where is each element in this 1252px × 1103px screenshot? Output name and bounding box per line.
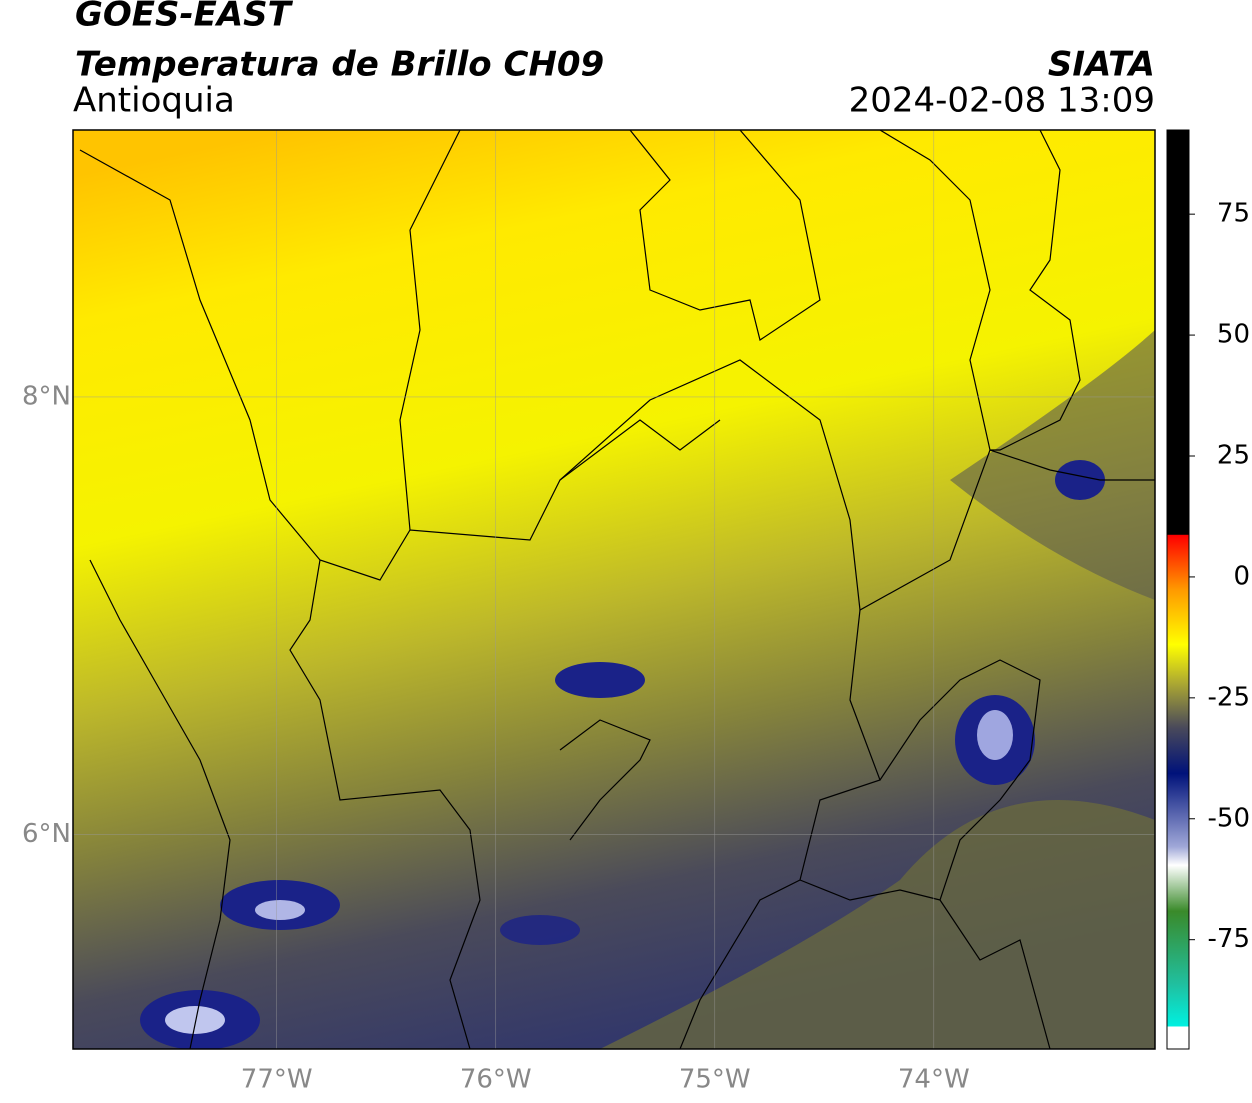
title: GOES-EAST <box>75 0 294 35</box>
colorbar-tick-label: -25 <box>1208 682 1250 712</box>
colorbar-tick-label: -75 <box>1208 924 1250 954</box>
source: SIATA <box>1048 45 1155 85</box>
colorbar-tick-label: 50 <box>1217 320 1250 350</box>
colorbar-tick-label: 75 <box>1217 199 1250 229</box>
lat-tick-label: 8°N <box>22 381 71 411</box>
map-image <box>73 130 1155 1049</box>
colorbar-tick-label: 0 <box>1233 561 1250 591</box>
map-frame <box>72 129 1156 1050</box>
region: Antioquia <box>73 81 235 121</box>
grid <box>73 130 1155 1049</box>
colorbar <box>1166 129 1190 1050</box>
lon-tick-label: 76°W <box>460 1065 532 1095</box>
lon-tick-label: 77°W <box>241 1065 313 1095</box>
subtitle: Temperatura de Brillo CH09 <box>75 45 604 85</box>
timestamp: 2024-02-08 13:09 <box>849 81 1155 121</box>
colorbar-tick-label: -50 <box>1208 803 1250 833</box>
lat-tick-label: 6°N <box>22 819 71 849</box>
colorbar-tick-label: 25 <box>1217 441 1250 471</box>
lon-tick-label: 74°W <box>898 1065 970 1095</box>
lon-tick-label: 75°W <box>679 1065 751 1095</box>
